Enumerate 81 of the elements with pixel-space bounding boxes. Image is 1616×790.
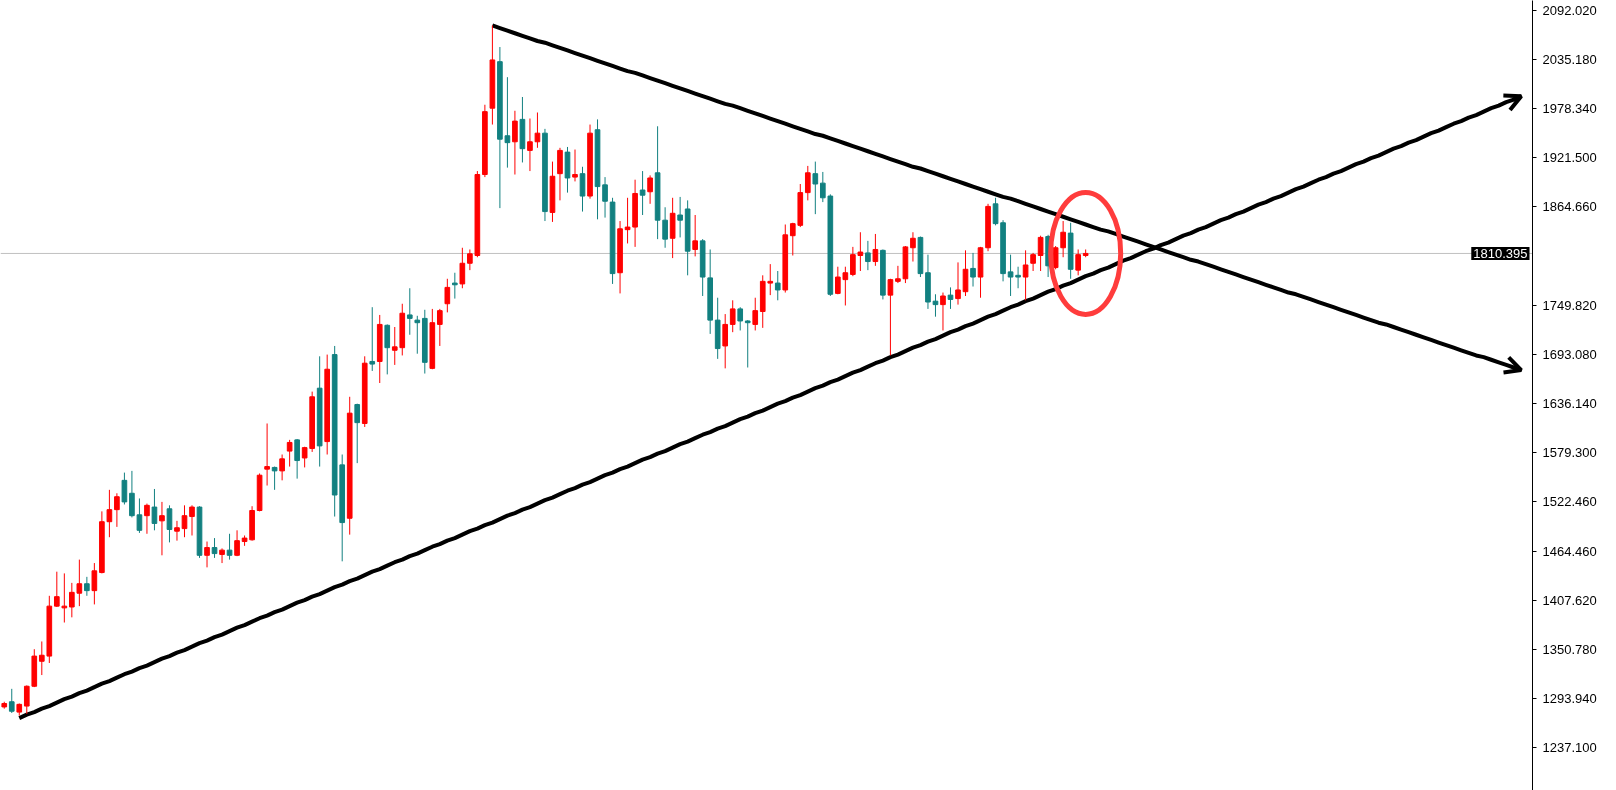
candlestick: [737, 306, 744, 331]
candlestick: [1022, 249, 1029, 301]
y-tick-label: 1522.460: [1542, 494, 1597, 509]
candlestick: [865, 240, 871, 271]
candlestick: [219, 547, 225, 564]
candlestick: [639, 170, 646, 216]
candlestick: [54, 571, 60, 608]
candlestick: [294, 438, 300, 480]
candlestick: [647, 174, 653, 205]
y-tick-label: 1636.140: [1542, 396, 1597, 412]
candlestick: [729, 299, 736, 333]
candlestick: [662, 206, 668, 249]
candlestick: [384, 323, 391, 375]
candlestick: [437, 308, 443, 347]
candlestick: [872, 233, 879, 267]
candlestick: [722, 313, 729, 369]
candlestick: [579, 166, 586, 213]
candlestick: [955, 261, 961, 306]
candlestick: [234, 529, 240, 557]
y-tick-label: 1864.660: [1542, 199, 1597, 215]
candlestick: [354, 403, 361, 464]
y-tick-label: 1579.300: [1542, 445, 1597, 461]
candlestick: [151, 488, 158, 531]
candlestick: [226, 533, 233, 561]
candlestick: [910, 231, 916, 263]
candlestick: [159, 501, 165, 556]
candlestick: [1075, 248, 1081, 276]
candlestick: [887, 278, 894, 356]
candlestick: [572, 149, 578, 182]
candlestick: [279, 454, 285, 481]
candlestick: [406, 287, 413, 336]
candlestick: [624, 197, 631, 244]
candlestick: [444, 278, 451, 313]
y-tick-label: 1464.460: [1542, 543, 1597, 559]
candlestick: [174, 520, 180, 542]
candlestick: [61, 572, 68, 624]
y-tick-label: 1350.780: [1542, 641, 1597, 657]
candlestick: [121, 472, 128, 505]
candlestick: [189, 504, 195, 536]
candlestick: [452, 272, 458, 300]
candlestick: [91, 562, 98, 605]
y-tick-label: 1921.500: [1542, 150, 1597, 166]
candlestick: [557, 147, 563, 201]
candlestick: [211, 537, 218, 559]
y-tick-label: 1749.820: [1542, 298, 1597, 314]
candlestick: [414, 315, 421, 355]
candlestick: [1030, 252, 1036, 272]
candlestick: [459, 247, 466, 289]
candlestick: [970, 252, 976, 288]
candlestick: [181, 504, 188, 538]
candlestick: [264, 423, 270, 487]
candlestick: [166, 504, 173, 543]
y-tick-label: 2092.020: [1542, 3, 1597, 19]
y-tick-label: 1693.080: [1542, 347, 1597, 363]
y-tick-label: 1978.340: [1542, 101, 1597, 117]
y-tick-label: 1237.100: [1542, 739, 1597, 755]
candlestick: [8, 688, 15, 714]
ref-line-label: 1810.395: [1473, 245, 1528, 261]
candlestick: [744, 319, 751, 368]
candlestick: [804, 165, 811, 201]
candlestick: [1037, 235, 1044, 272]
y-tick-label: 2035.180: [1542, 52, 1597, 68]
candlestick: [947, 286, 954, 310]
candlestick: [512, 110, 518, 176]
candlestick: [677, 196, 683, 238]
candlestick: [774, 270, 781, 301]
candlestick: [812, 161, 819, 215]
candlestick: [1052, 245, 1059, 270]
candlestick: [144, 503, 150, 535]
candlestick: [23, 684, 30, 715]
candlestick: [84, 576, 90, 597]
y-tick-label: 1293.940: [1542, 690, 1597, 706]
candlestick: [204, 541, 210, 568]
candlestick: [692, 214, 698, 257]
y-tick-label: 1407.620: [1542, 592, 1597, 608]
candlestick: [1060, 220, 1066, 258]
candlestick: [369, 306, 376, 372]
candlestick: [286, 439, 293, 468]
candlestick: [752, 297, 759, 331]
candlestick: [940, 292, 946, 331]
candlestick: [114, 492, 120, 528]
